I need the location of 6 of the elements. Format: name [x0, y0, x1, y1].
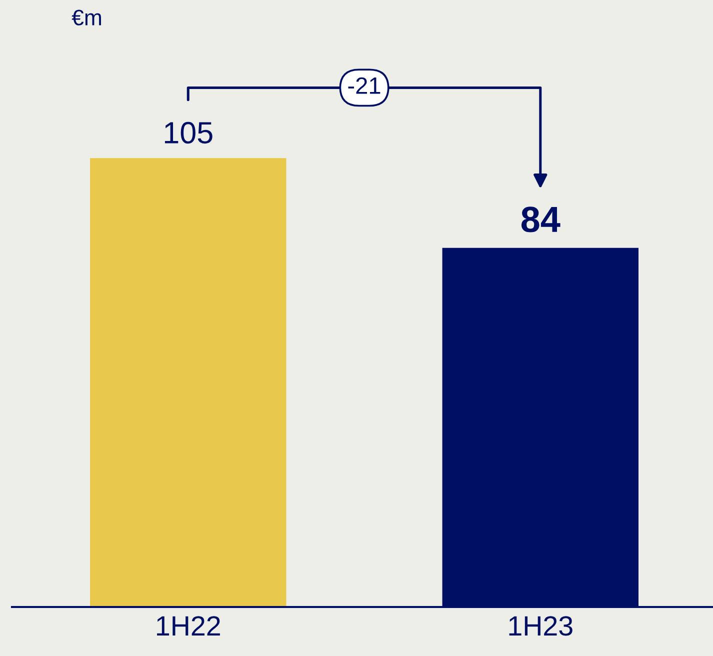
- x-tick-label: 1H22: [157, 616, 220, 636]
- data-label: 84: [521, 206, 560, 232]
- x-tick-label: 1H23: [509, 616, 572, 636]
- data-label: 105: [164, 122, 212, 144]
- annotation: -21: [348, 77, 380, 94]
- y-axis-title: €m: [72, 10, 101, 26]
